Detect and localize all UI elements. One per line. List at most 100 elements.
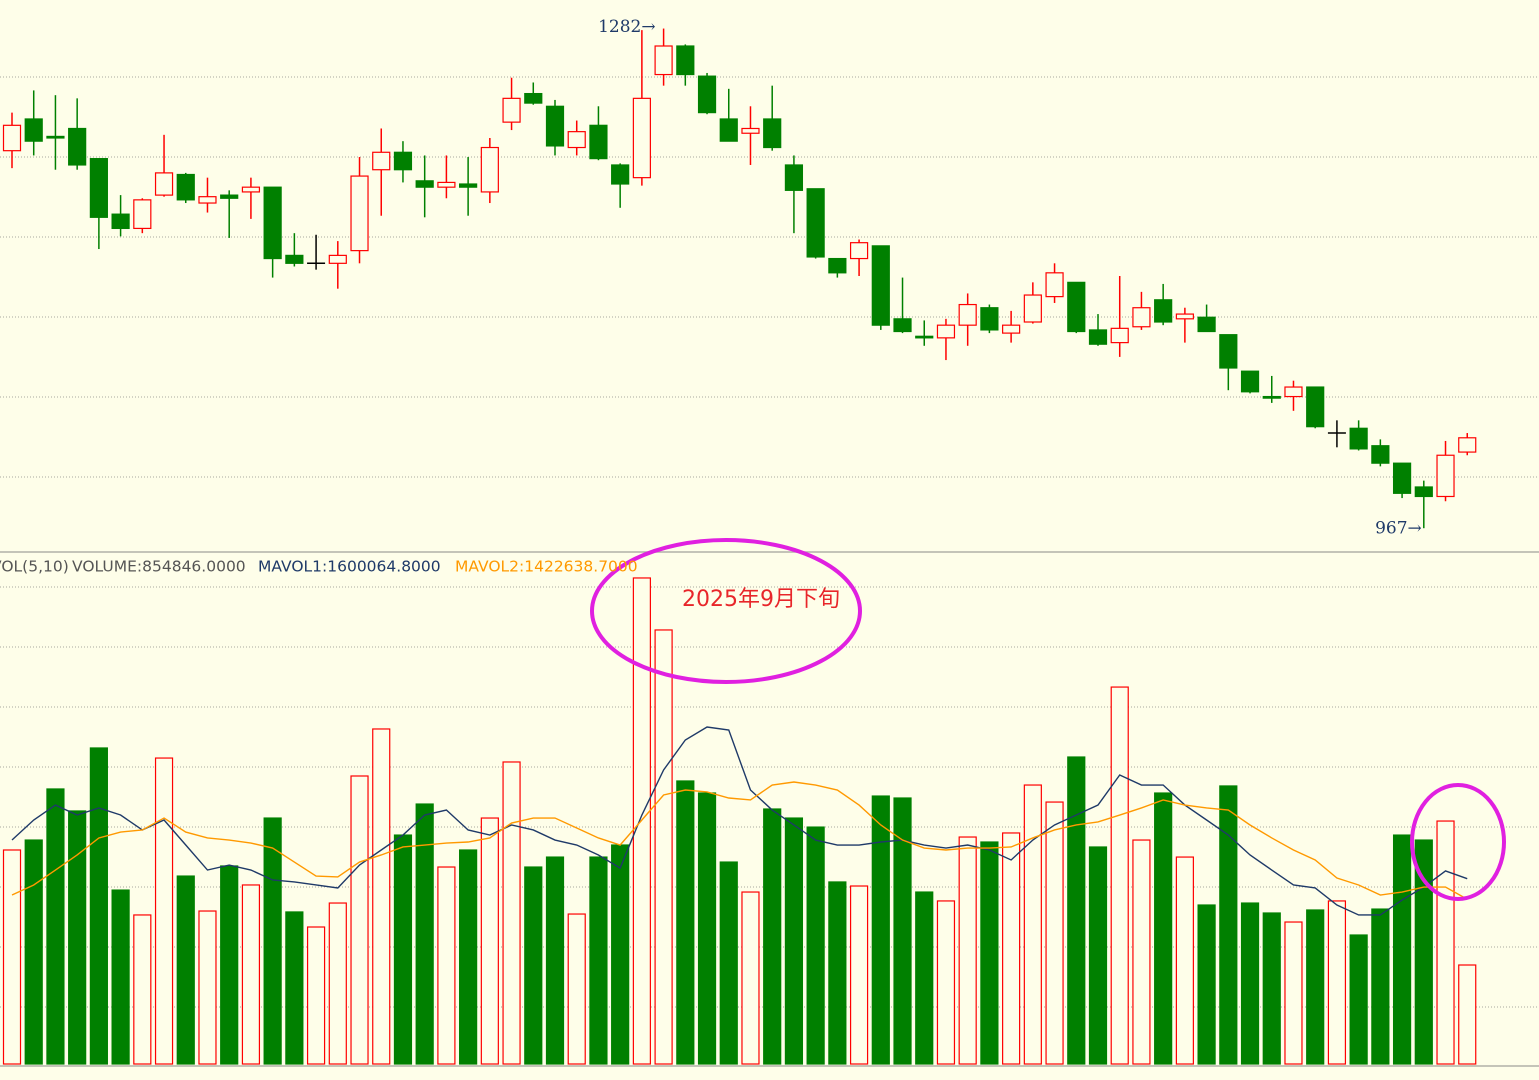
candle-body — [480, 146, 499, 193]
candle-body — [936, 324, 956, 339]
candle-body — [1262, 395, 1281, 399]
candle-body — [502, 97, 521, 123]
volume-bar — [784, 817, 804, 1065]
candle-body — [1349, 427, 1368, 450]
candle-body — [828, 257, 847, 274]
candle-body — [415, 180, 434, 188]
marks: 1282→ 967→ 2025年9月下旬 — [2, 17, 1506, 1065]
volume-bar — [1306, 909, 1325, 1065]
candle-body — [68, 127, 87, 166]
candle-body — [1240, 370, 1260, 393]
volume-bar — [133, 914, 152, 1065]
volume-bar — [198, 910, 217, 1065]
volume-bar — [849, 885, 869, 1065]
candle-body — [958, 303, 977, 326]
candle-body — [111, 213, 130, 230]
candle-body — [1110, 327, 1129, 344]
volume-bar — [241, 884, 261, 1065]
candle-body — [263, 186, 282, 260]
candle-body — [524, 92, 543, 104]
candle-body — [654, 45, 673, 76]
candle-body — [1132, 307, 1151, 328]
volume-bar — [1002, 832, 1021, 1065]
candle-body — [1306, 386, 1325, 428]
volume-bar — [1240, 902, 1260, 1065]
candle-body — [1219, 334, 1238, 369]
candle-body — [1458, 437, 1477, 453]
period-annotation: 2025年9月下旬 — [682, 587, 840, 612]
low-annotation: 967→ — [1375, 519, 1422, 539]
candle-body — [1392, 462, 1412, 494]
volume-bar — [1436, 820, 1455, 1065]
candle-body — [1045, 272, 1064, 298]
candle-body — [24, 118, 43, 142]
candle-body — [1067, 281, 1086, 333]
candle-body — [1414, 486, 1433, 498]
candle-body — [1175, 313, 1194, 320]
volume-bar — [372, 728, 391, 1065]
candle-body — [1154, 299, 1173, 323]
candle-body — [763, 118, 782, 149]
ma-line — [11, 726, 1468, 916]
candle-body — [741, 127, 760, 134]
volume-bar — [306, 926, 326, 1065]
volume-bar — [1392, 834, 1412, 1065]
volume-bar — [611, 844, 630, 1065]
volume-bar — [1327, 900, 1347, 1065]
candle-body — [1088, 329, 1108, 345]
legend-entry: MAVOL2:1422638.7000 — [455, 558, 638, 576]
high-annotation: 1282→ — [598, 17, 656, 37]
candle-body — [719, 118, 738, 142]
candle-body — [611, 164, 630, 185]
legend-entry: VOLUME:854846.0000 — [72, 558, 246, 576]
volume-bar — [437, 866, 456, 1065]
volume-bar — [1132, 839, 1151, 1065]
volume-bar — [1458, 964, 1477, 1065]
volume-bar — [220, 865, 239, 1065]
volume-bar — [111, 889, 130, 1065]
candle-body — [849, 242, 869, 260]
volume-bar — [871, 795, 890, 1065]
candle-body — [567, 131, 586, 149]
candle-body — [328, 254, 347, 264]
volume-bar — [1045, 801, 1064, 1065]
volume-bar — [1154, 792, 1173, 1065]
volume-bar — [1067, 756, 1086, 1065]
volume-bar — [719, 861, 738, 1065]
volume-bar — [328, 902, 347, 1065]
volume-bar — [1219, 785, 1238, 1065]
volume-bar — [1262, 912, 1281, 1065]
volume-bar — [589, 856, 608, 1065]
volume-bar — [46, 788, 65, 1065]
highlight-ellipse — [590, 538, 862, 684]
candle-body — [980, 307, 999, 331]
volume-bar — [763, 808, 782, 1065]
volume-bar — [980, 841, 999, 1065]
candle-body — [589, 124, 608, 160]
volume-bar — [1371, 908, 1390, 1065]
volume-bar — [263, 817, 282, 1065]
volume-bar — [958, 836, 977, 1065]
candle-body — [1436, 454, 1455, 498]
candle-body — [697, 75, 717, 114]
volume-bar — [893, 797, 912, 1065]
highlight-ellipse — [1410, 783, 1506, 901]
candle-body — [89, 158, 108, 218]
volume-bar — [567, 913, 586, 1065]
volume-bar — [1284, 921, 1303, 1065]
candle-body — [784, 164, 804, 191]
candle-body — [154, 172, 174, 196]
volume-bar — [68, 810, 87, 1065]
volume-bar — [1197, 904, 1216, 1065]
volume-bar — [415, 803, 434, 1065]
volume-bar — [1349, 934, 1368, 1065]
candle-body — [220, 194, 239, 199]
candle-body — [632, 97, 651, 179]
volume-bar — [697, 792, 717, 1065]
candle-body — [393, 151, 413, 171]
candle-body — [459, 183, 478, 188]
volume-bar — [828, 881, 847, 1065]
legend: VOLUME:854846.0000 MAVOL1:1600064.8000 MAV… — [72, 558, 638, 576]
volume-bar — [1175, 856, 1194, 1065]
